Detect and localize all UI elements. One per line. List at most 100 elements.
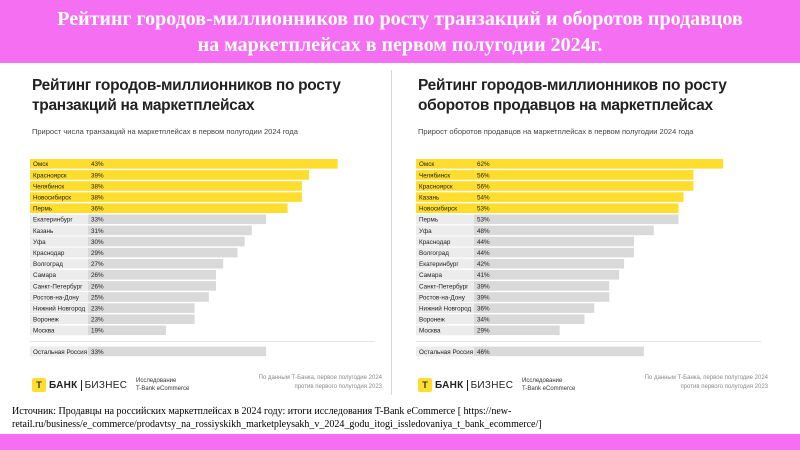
bar-14 bbox=[30, 314, 195, 324]
value-label-1: 39% bbox=[91, 172, 104, 179]
bar-row-8: Краснодар 29% bbox=[30, 247, 238, 258]
value-label-6: 48% bbox=[477, 228, 490, 235]
bar-rest bbox=[30, 346, 267, 357]
value-label-15: 29% bbox=[477, 328, 490, 335]
bar-row-9: Волгоград 27% bbox=[30, 258, 224, 269]
data-source-note: По данным Т-Банка, первое полугодие 2024… bbox=[250, 374, 382, 392]
bar-5 bbox=[416, 214, 679, 225]
bar-row-4: Новосибирск 53% bbox=[416, 203, 679, 213]
value-label-8: 44% bbox=[477, 250, 490, 257]
category-label-2: Красноярск bbox=[419, 183, 453, 190]
bar-row-6: Уфа 48% bbox=[416, 225, 654, 236]
bar-10 bbox=[30, 270, 217, 280]
bar-label-bg-11 bbox=[416, 281, 474, 291]
value-label-5: 33% bbox=[91, 217, 104, 224]
category-label-4: Пермь bbox=[33, 206, 53, 213]
category-label-5: Екатеринбург bbox=[33, 216, 73, 224]
category-label-8: Волгоград bbox=[419, 250, 449, 257]
chart-subtitle: Прирост оборотов продавцов на маркетплей… bbox=[418, 127, 694, 136]
chart-title: Рейтинг городов-миллионников по росту тр… bbox=[32, 76, 372, 116]
value-label-13: 36% bbox=[477, 306, 490, 313]
bar-4 bbox=[416, 203, 679, 213]
bar-label-bg-9 bbox=[416, 258, 474, 269]
bar-13 bbox=[416, 303, 595, 313]
bar-1 bbox=[30, 170, 310, 180]
bar-row-7: Краснодар 44% bbox=[416, 236, 634, 247]
value-label-9: 42% bbox=[477, 261, 490, 268]
turnover-bar-chart: Омск 62% Челябинск 56% Красноярск 56% Казань 54… bbox=[416, 159, 761, 357]
category-label-15: Москва bbox=[419, 328, 441, 335]
category-label-4: Новосибирск bbox=[419, 205, 457, 213]
category-label-rest: Остальная Россия bbox=[33, 349, 87, 356]
bar-row-12: Ростов-на-Дону 25% bbox=[30, 292, 209, 302]
bar-row-0: Омск 62% bbox=[416, 159, 724, 169]
data-source-line1: По данным Т-Банка, первое полугодие 2024 bbox=[644, 375, 768, 381]
bar-row-11: Санкт-Петербург 26% bbox=[30, 281, 217, 291]
bar-4 bbox=[30, 203, 288, 213]
chart-title-line2: транзакций на маркетплейсах bbox=[32, 97, 255, 114]
bar-row-0: Омск 43% bbox=[30, 159, 338, 169]
bar-label-bg-13 bbox=[30, 303, 88, 313]
data-source-line2: против первого полугодия 2023 bbox=[680, 384, 768, 390]
category-label-15: Москва bbox=[33, 328, 55, 335]
bar-label-bg-7 bbox=[30, 236, 88, 247]
category-label-2: Челябинск bbox=[33, 182, 64, 190]
research-line2: T-Bank eCommerce bbox=[136, 386, 190, 392]
bar-6 bbox=[30, 225, 252, 236]
category-label-0: Омск bbox=[419, 161, 434, 168]
bar-9 bbox=[30, 258, 224, 269]
value-label-2: 56% bbox=[477, 183, 490, 190]
value-label-8: 29% bbox=[91, 250, 104, 257]
bar-row-8: Волгоград 44% bbox=[416, 247, 634, 258]
value-label-3: 38% bbox=[91, 195, 104, 202]
bar-row-5: Екатеринбург 33% bbox=[30, 214, 267, 225]
category-label-9: Волгоград bbox=[33, 261, 63, 268]
bar-label-bg-14 bbox=[416, 314, 474, 324]
brand-business: БИЗНЕС bbox=[470, 379, 514, 391]
bar-label-bg-5 bbox=[416, 214, 474, 225]
transactions-bar-chart: Омск 43%Красноярск 39%Челябинск 38%Новосиби… bbox=[30, 159, 375, 357]
bar-14 bbox=[416, 314, 585, 324]
bar-label-bg-12 bbox=[416, 292, 474, 302]
value-label-10: 41% bbox=[477, 272, 490, 279]
bar-row-10: Самара 26% bbox=[30, 270, 217, 280]
category-label-12: Ростов-на-Дону bbox=[33, 294, 80, 301]
value-label-9: 27% bbox=[91, 261, 104, 268]
value-label-13: 23% bbox=[91, 306, 104, 313]
bar-row-7: Уфа 30% bbox=[30, 236, 245, 247]
chart-title-line2: оборотов продавцов на маркетплейсах bbox=[418, 97, 713, 114]
data-source-line1: По данным Т-Банка, первое полугодие 2024 bbox=[258, 375, 382, 381]
bar-12 bbox=[30, 292, 209, 302]
value-label-4: 36% bbox=[91, 206, 104, 213]
bar-11 bbox=[30, 281, 217, 291]
bar-3 bbox=[416, 192, 684, 202]
bar-0 bbox=[416, 159, 724, 169]
chart-panel-turnover: Рейтинг городов-миллионников по росту об… bbox=[400, 66, 776, 400]
chart-title-line1: Рейтинг городов-миллионников по росту bbox=[418, 77, 727, 94]
data-source-line2: против первого полугодия 2023 bbox=[294, 384, 382, 390]
bar-label-bg-15 bbox=[416, 325, 474, 336]
brand-separator bbox=[80, 379, 82, 391]
category-label-1: Красноярск bbox=[33, 172, 67, 179]
brand-block: Т БАНК БИЗНЕС bbox=[32, 375, 127, 395]
bar-row-rest: Остальная Россия 33% bbox=[30, 346, 267, 357]
value-label-1: 56% bbox=[477, 172, 490, 179]
bar-10 bbox=[416, 270, 620, 280]
value-label-11: 39% bbox=[477, 283, 490, 290]
bar-7 bbox=[416, 236, 634, 247]
bar-rest bbox=[416, 346, 644, 357]
category-label-13: Нижний Новгород bbox=[33, 305, 85, 313]
research-line1: Исследование bbox=[522, 378, 563, 384]
category-label-5: Пермь bbox=[419, 217, 439, 224]
bar-2 bbox=[30, 181, 302, 191]
bar-label-bg-15 bbox=[30, 325, 88, 336]
value-label-7: 30% bbox=[91, 239, 104, 246]
value-label-10: 26% bbox=[91, 272, 104, 279]
category-label-3: Новосибирск bbox=[33, 194, 71, 202]
banner-title-line1: Рейтинг городов-миллионников по росту тр… bbox=[57, 8, 743, 30]
category-label-9: Екатеринбург bbox=[419, 260, 459, 268]
research-label: Исследование T-Bank eCommerce bbox=[522, 377, 575, 393]
bar-row-2: Челябинск 38% bbox=[30, 181, 302, 191]
bar-label-bg-rest bbox=[416, 346, 474, 357]
bar-1 bbox=[416, 170, 694, 180]
